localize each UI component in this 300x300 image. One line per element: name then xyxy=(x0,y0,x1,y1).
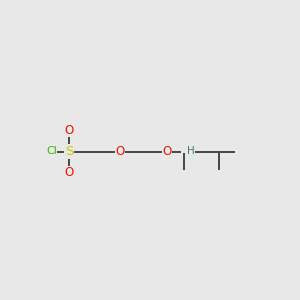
Text: O: O xyxy=(64,166,74,179)
Text: Cl: Cl xyxy=(46,146,57,157)
Text: S: S xyxy=(65,145,73,158)
Text: H: H xyxy=(187,146,195,157)
Text: O: O xyxy=(116,145,125,158)
Text: O: O xyxy=(64,124,74,137)
Text: O: O xyxy=(163,145,172,158)
